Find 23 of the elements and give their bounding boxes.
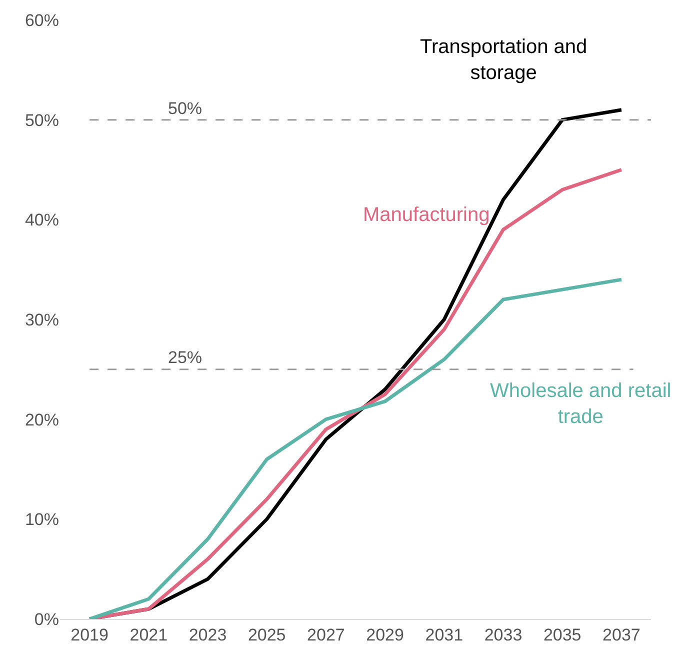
x-tick-label: 2035	[543, 625, 582, 644]
y-tick-label: 30%	[24, 310, 59, 330]
x-tick-label: 2031	[425, 625, 464, 644]
line-series	[88, 278, 624, 619]
y-tick-label: 20%	[24, 410, 59, 430]
x-tick-label: 2025	[248, 625, 286, 644]
x-tick-label: 2021	[130, 625, 168, 644]
x-tick-label: 2023	[188, 625, 227, 644]
y-tick-label: 0%	[34, 610, 59, 629]
ref-line-label: 25%	[168, 348, 202, 367]
series-label: Transportation and storage	[420, 36, 588, 84]
x-tick-label: 2033	[484, 625, 522, 644]
y-tick-label: 10%	[24, 510, 59, 530]
y-tick-label: 60%	[24, 10, 59, 30]
x-tick-label: 2037	[602, 625, 640, 644]
x-tick-label: 2027	[307, 625, 345, 644]
y-tick-label: 40%	[24, 210, 59, 230]
series-label: Manufacturing	[363, 204, 490, 226]
ref-line-label: 50%	[168, 99, 202, 118]
text: Wholesale and retail trade	[490, 380, 672, 428]
x-tick-label: 2029	[366, 625, 404, 644]
x-tick-label: 2019	[70, 625, 108, 644]
y-tick-label: 50%	[24, 110, 59, 130]
